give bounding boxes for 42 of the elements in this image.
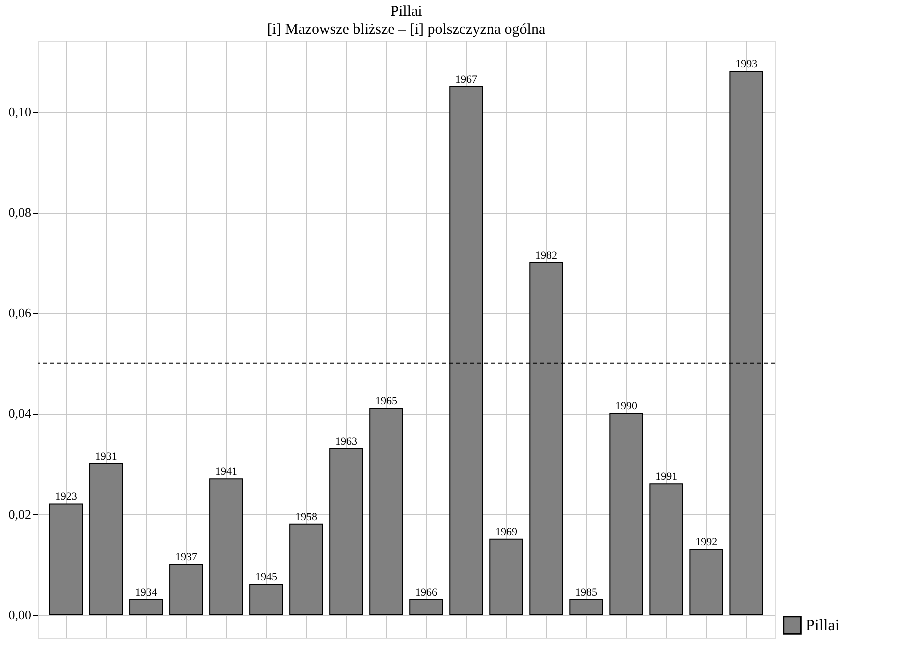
x-tick-label: 1992 xyxy=(696,536,718,548)
bar xyxy=(570,599,604,616)
bar xyxy=(490,538,524,616)
bar xyxy=(250,584,284,616)
x-tick-label: 1937 xyxy=(175,552,198,564)
x-tick-label: 1985 xyxy=(576,586,598,599)
x-tick-label: 1958 xyxy=(295,511,318,524)
bar xyxy=(690,548,724,616)
x-tick-label: 1990 xyxy=(616,400,638,413)
bar xyxy=(410,599,444,616)
x-tick-label: 1934 xyxy=(135,586,158,599)
legend-label: Pillai xyxy=(806,618,840,634)
x-tick-label: 1993 xyxy=(736,58,758,71)
bar xyxy=(370,408,404,616)
bar xyxy=(170,564,204,616)
y-tick-label: 0,08 xyxy=(8,205,32,220)
bar xyxy=(290,524,324,616)
x-tick-label: 1965 xyxy=(375,396,398,408)
bar xyxy=(50,504,84,616)
x-tick-label: 1923 xyxy=(55,491,78,504)
x-tick-label: 1945 xyxy=(255,572,278,584)
x-tick-label: 1991 xyxy=(656,471,678,484)
x-tick-label: 1931 xyxy=(95,450,118,463)
bar xyxy=(130,599,164,616)
y-tick-label: 0,10 xyxy=(8,104,32,120)
bar xyxy=(610,413,644,616)
y-tick-label: 0,00 xyxy=(8,607,32,622)
x-tick-label: 1967 xyxy=(456,74,478,86)
bar xyxy=(90,463,124,616)
bar xyxy=(650,484,684,616)
y-tick-label: 0,04 xyxy=(8,406,32,422)
y-tick-label: 0,02 xyxy=(8,506,32,522)
chart-title: Pillai xyxy=(390,4,422,20)
chart-subtitle: [i] Mazowsze bliższe – [i] polszczyzna ogólna xyxy=(267,22,546,38)
bar xyxy=(330,448,364,616)
x-tick-label: 1982 xyxy=(536,250,558,262)
x-tick-label: 1966 xyxy=(416,586,438,599)
x-tick-label: 1969 xyxy=(496,526,518,538)
y-tick-label: 0,06 xyxy=(8,306,32,321)
x-tick-label: 1963 xyxy=(335,436,358,448)
bar xyxy=(210,478,244,616)
x-tick-label: 1941 xyxy=(215,466,238,478)
